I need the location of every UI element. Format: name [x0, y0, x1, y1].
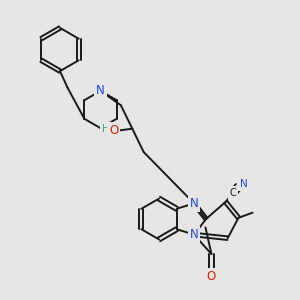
Text: O: O — [109, 124, 118, 137]
Text: N: N — [240, 179, 248, 189]
Text: N: N — [190, 197, 198, 210]
Text: N: N — [190, 228, 198, 241]
Text: N: N — [96, 84, 105, 98]
Text: C: C — [230, 188, 237, 198]
Text: O: O — [207, 270, 216, 283]
Text: H: H — [102, 124, 110, 134]
